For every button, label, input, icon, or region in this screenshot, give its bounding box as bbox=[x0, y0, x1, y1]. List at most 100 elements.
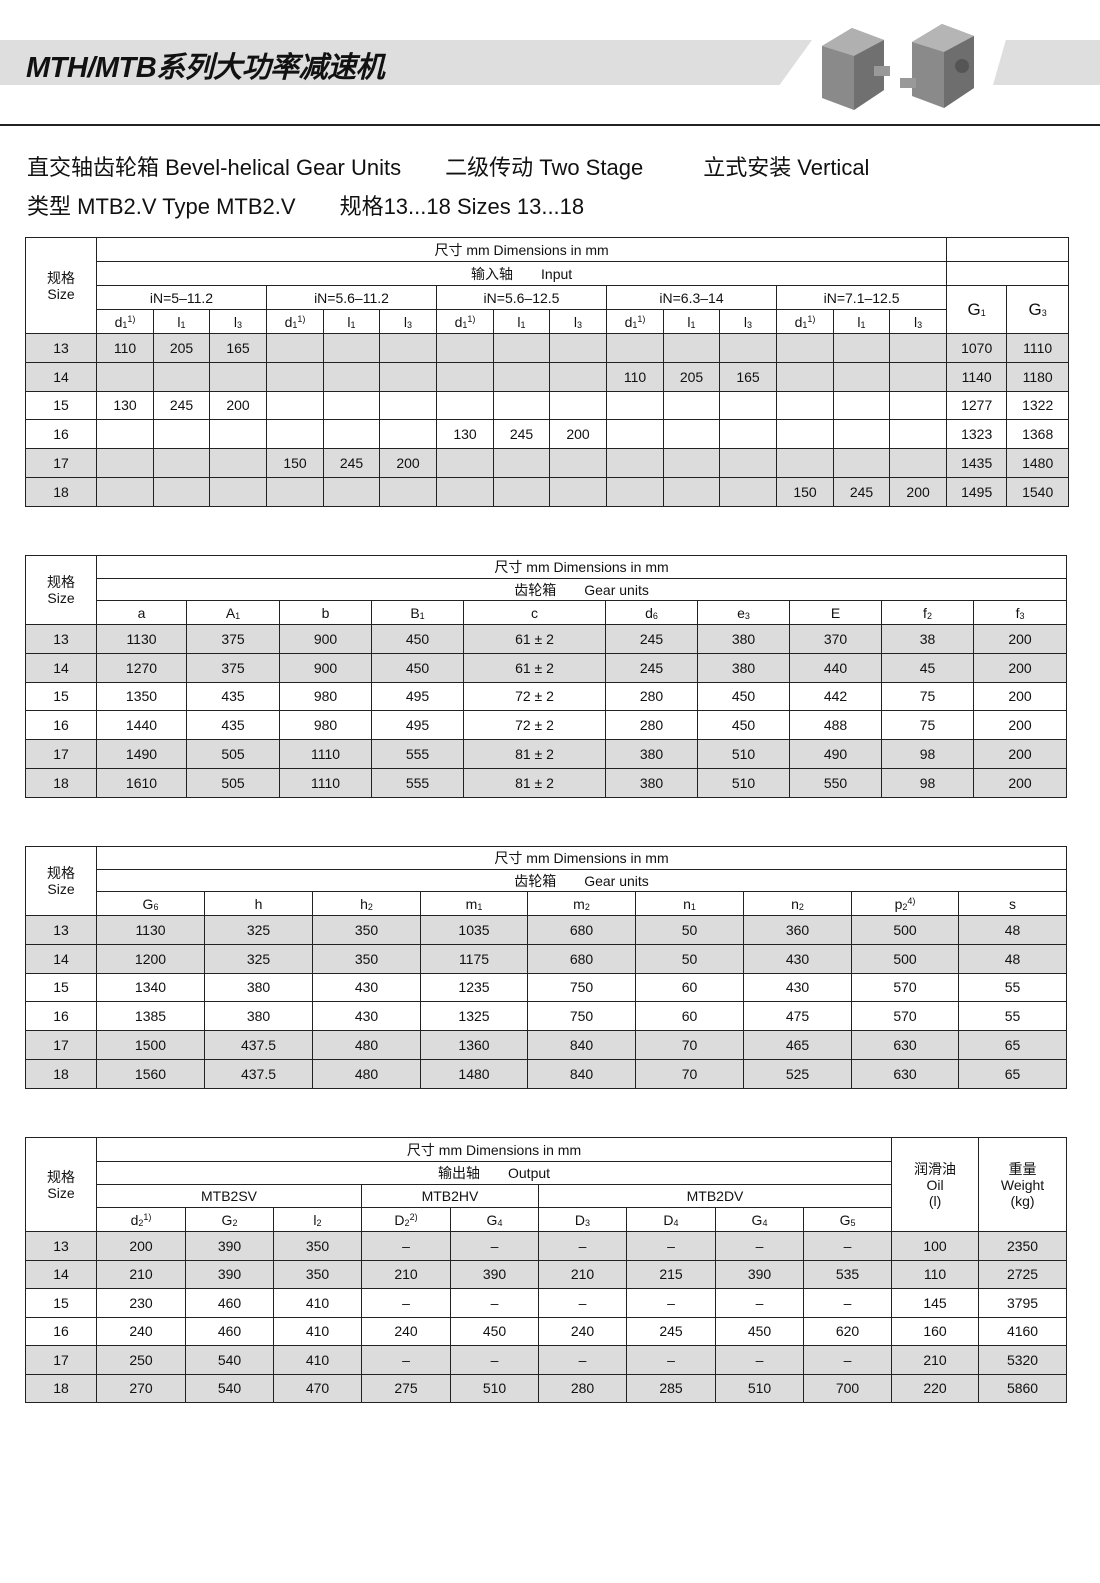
gear-units-table-2: 规格 Size 尺寸 mm Dimensions in mm 齿轮箱 Gear uni… bbox=[25, 846, 1068, 1089]
section-header: 齿轮箱 Gear units bbox=[95, 869, 1068, 892]
table-row: 15 130 245 200 1277 1322 bbox=[25, 390, 1070, 421]
size-cell: 16 bbox=[25, 1316, 97, 1346]
value-cell bbox=[266, 333, 324, 363]
column-header: n1 bbox=[635, 891, 744, 916]
value-cell bbox=[719, 419, 777, 450]
value-cell: 480 bbox=[312, 1030, 421, 1060]
value-cell: 1368 bbox=[1006, 419, 1070, 450]
size-cell: 13 bbox=[25, 915, 97, 945]
size-cell: 14 bbox=[25, 361, 97, 392]
column-header: h2 bbox=[312, 891, 421, 916]
value-cell: – bbox=[626, 1288, 716, 1318]
value-cell: 245 bbox=[323, 448, 380, 478]
model-group-header: MTB2SV bbox=[96, 1184, 362, 1208]
value-cell: 510 bbox=[697, 739, 790, 769]
value-cell: 1270 bbox=[96, 652, 187, 683]
value-cell bbox=[776, 390, 834, 421]
value-cell bbox=[606, 419, 664, 450]
value-cell: 750 bbox=[527, 1001, 636, 1032]
value-cell: 840 bbox=[527, 1030, 636, 1060]
value-cell: 350 bbox=[273, 1231, 362, 1261]
value-cell: 60 bbox=[635, 1001, 744, 1032]
value-cell bbox=[776, 361, 834, 392]
value-cell: 500 bbox=[851, 943, 959, 974]
value-cell: – bbox=[538, 1345, 627, 1375]
value-cell: 165 bbox=[719, 361, 777, 392]
column-header: m2 bbox=[527, 891, 636, 916]
value-cell: 1235 bbox=[420, 972, 528, 1003]
value-cell bbox=[436, 333, 494, 363]
column-header: m1 bbox=[420, 891, 528, 916]
column-header: G3 bbox=[1006, 285, 1070, 334]
title-band-end bbox=[993, 40, 1100, 85]
value-cell: 4160 bbox=[978, 1316, 1068, 1346]
value-cell bbox=[266, 419, 324, 450]
value-cell: 1490 bbox=[96, 739, 187, 769]
value-cell: – bbox=[538, 1231, 627, 1261]
value-cell: – bbox=[450, 1288, 539, 1318]
value-cell: 145 bbox=[891, 1288, 980, 1318]
column-header: E bbox=[789, 600, 882, 625]
size-cell: 17 bbox=[25, 739, 97, 769]
value-cell: 1350 bbox=[96, 681, 187, 712]
value-cell: 230 bbox=[96, 1288, 186, 1318]
size-cell: 18 bbox=[25, 767, 97, 798]
value-cell bbox=[209, 419, 267, 450]
value-cell: 1130 bbox=[96, 915, 205, 945]
column-header: B1 bbox=[371, 600, 464, 625]
value-cell: 840 bbox=[527, 1058, 636, 1089]
value-cell: 410 bbox=[273, 1288, 362, 1318]
value-cell: 240 bbox=[538, 1316, 627, 1346]
ratio-group-header: iN=6.3–14 bbox=[606, 285, 777, 310]
dimensions-header: 尺寸 mm Dimensions in mm bbox=[95, 1137, 893, 1162]
value-cell: 380 bbox=[204, 972, 313, 1003]
column-header: h bbox=[204, 891, 313, 916]
column-header: l1 bbox=[323, 309, 380, 334]
value-cell bbox=[833, 390, 890, 421]
value-cell: 680 bbox=[527, 943, 636, 974]
value-cell bbox=[606, 476, 664, 507]
value-cell: 245 bbox=[605, 624, 698, 654]
table-row: 13 200 390 350– – – – – –100 2350 bbox=[25, 1231, 1068, 1261]
value-cell: – bbox=[626, 1231, 716, 1261]
table-row: 15 230 460 410– – – – – –145 3795 bbox=[25, 1288, 1068, 1318]
size-cell: 15 bbox=[25, 681, 97, 712]
value-cell bbox=[209, 476, 267, 507]
column-header: d11) bbox=[436, 309, 494, 334]
value-cell: 48 bbox=[957, 915, 1068, 945]
subtitle-line-2: 类型 MTB2.V Type MTB2.V 规格13...18 Sizes 13.… bbox=[27, 189, 628, 221]
size-cell: 13 bbox=[25, 1231, 97, 1261]
value-cell: 1180 bbox=[1006, 361, 1070, 392]
value-cell bbox=[663, 476, 720, 507]
value-cell: 410 bbox=[273, 1316, 362, 1346]
table-row: 15 1340 380 430 1235 750 60 430 570 55 bbox=[25, 972, 1068, 1003]
value-cell: 110 bbox=[606, 361, 664, 392]
value-cell: 200 bbox=[972, 652, 1068, 683]
table-row: 16 130 245 200 1323 1368 bbox=[25, 419, 1070, 450]
value-cell: 350 bbox=[312, 915, 421, 945]
value-cell: 2725 bbox=[978, 1259, 1068, 1289]
value-cell: 130 bbox=[436, 419, 494, 450]
column-header: l3 bbox=[549, 309, 607, 334]
value-cell: 210 bbox=[96, 1259, 186, 1289]
value-cell: – bbox=[361, 1288, 451, 1318]
value-cell: 1610 bbox=[96, 767, 187, 798]
value-cell: 210 bbox=[361, 1259, 451, 1289]
value-cell: 1435 bbox=[946, 448, 1008, 478]
value-cell: 375 bbox=[186, 624, 280, 654]
value-cell: 510 bbox=[715, 1373, 804, 1403]
value-cell: 510 bbox=[450, 1373, 539, 1403]
column-header: b bbox=[279, 600, 372, 625]
value-cell bbox=[266, 361, 324, 392]
value-cell bbox=[663, 448, 720, 478]
sizes: 规格13...18 Sizes 13...18 bbox=[339, 194, 585, 219]
value-cell: 1322 bbox=[1006, 390, 1070, 421]
ratio-group-header: iN=5.6–11.2 bbox=[266, 285, 437, 310]
value-cell: 110 bbox=[96, 333, 154, 363]
value-cell bbox=[719, 476, 777, 507]
page-title: MTH/MTB系列大功率减速机 bbox=[26, 52, 385, 84]
value-cell: 1360 bbox=[420, 1030, 528, 1060]
oil-header: 润滑油 Oil (l) bbox=[891, 1137, 980, 1232]
value-cell: 1385 bbox=[96, 1001, 205, 1032]
